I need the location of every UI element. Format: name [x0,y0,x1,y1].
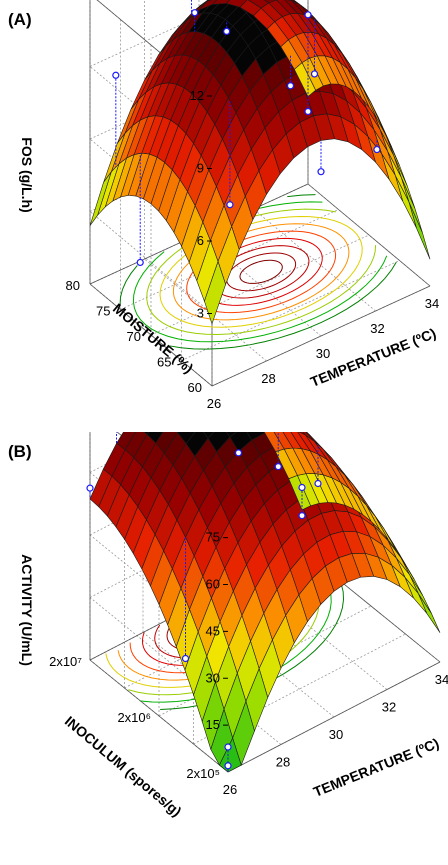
contour-line [239,259,283,284]
data-point [136,258,144,267]
box-edge [307,183,431,287]
x-tick-label: 26 [223,782,237,797]
response-surface [89,0,431,325]
contour-line [169,261,397,350]
x-tick-label: 34 [435,672,448,687]
data-point [112,71,120,79]
z-axis-title: FOS (g/L.h) [19,137,35,212]
surface-patch [417,593,441,633]
x-axis: 26 28 30 32 34 [223,672,448,797]
contour-line [172,223,350,321]
data-point [224,762,232,770]
grid-line [89,138,213,242]
box-edge [89,283,213,387]
z-tick-label: 15 [206,717,220,732]
x-axis-title: TEMPERATURE (ºC) [311,735,441,800]
y-tick-label: 2x10⁵ [186,766,220,781]
x-tick-label: 30 [329,727,343,742]
data-point [317,168,325,176]
data-point [310,70,319,78]
x-tick-label: 32 [382,700,396,715]
surface-patch [298,432,306,436]
data-point [304,107,312,116]
contour-line [287,194,316,198]
z-tick-label: 3 [197,306,204,321]
x-tick-label: 28 [276,755,290,770]
surface-patch [246,432,266,441]
data-point [234,449,243,457]
z-axis: 15 30 45 60 75 [206,530,228,732]
x-tick-label: 34 [425,296,439,311]
z-tick-label: 6 [197,233,204,248]
x-tick-label: 26 [207,396,221,411]
data-point [298,512,306,520]
surface-patch [305,432,310,435]
data-point [373,145,381,154]
data-points [86,432,322,772]
surface-patch [226,432,237,438]
surface-patch [203,432,215,439]
response-surface [89,432,441,773]
data-point [304,11,312,19]
data-point [298,483,306,492]
x-tick-label: 30 [316,346,330,361]
surface-plot-b: 15 30 45 60 75 26 28 30 32 34 2x10⁵ 2x10⁶ 2x10⁷ ACTIV… [19,432,448,820]
chart-panel-b: (B) 15 30 45 60 75 26 28 30 32 34 2x10⁵ 2x10⁶ 2x10⁷ A… [0,432,448,865]
grid-line [89,66,213,169]
z-tick-label: 75 [206,530,220,545]
y-axis: 2x10⁵ 2x10⁶ 2x10⁷ [49,654,220,781]
z-tick-label: 45 [206,623,220,638]
y-tick-label: 75 [96,304,110,319]
surface-patch [89,171,112,226]
z-axis: 3 6 9 12 [190,88,212,321]
data-point [226,201,234,209]
x-tick-label: 32 [370,321,384,336]
y-tick-label: 65 [157,355,171,370]
z-tick-label: 60 [206,577,220,592]
contour-line [140,569,332,703]
surface-patch [408,201,431,260]
y-axis-title: INOCULUM (spores/g) [62,713,185,820]
panel-label-a: (A) [8,10,32,29]
z-tick-label: 12 [190,88,204,103]
x-tick-label: 28 [261,371,275,386]
contour-line [132,251,388,343]
contour-line [159,215,363,328]
contour-line [119,265,138,305]
z-axis-title: ACTIVITY (U/mL) [19,554,35,666]
panel-label-b: (B) [8,442,32,461]
contour-line [186,230,337,314]
x-axis: 26 28 30 32 34 [207,296,439,411]
grid-line [144,258,267,362]
data-point [224,743,232,751]
y-tick-label: 80 [66,278,80,293]
surface-patch [89,468,113,508]
z-tick-label: 30 [206,670,220,685]
data-point [223,27,231,35]
z-tick-label: 9 [197,161,204,176]
data-point [86,484,94,492]
data-point [286,82,295,90]
y-axis-title: MOISTURE (%) [110,300,197,376]
surface-patch [263,432,285,452]
chart-panel-a: (A) 3 6 9 12 26 28 30 32 34 60 65 70 75 80 FOS (g/L.h)… [0,0,448,432]
data-points [112,0,381,267]
data-point [191,9,199,17]
contour-line [258,201,323,210]
y-tick-label: 2x10⁶ [117,710,151,725]
y-tick-label: 2x10⁷ [49,654,82,669]
y-tick-label: 60 [188,380,202,395]
data-point [314,479,322,488]
data-point [274,463,282,471]
y-tick-label: 70 [127,329,141,344]
box-edge [211,285,431,387]
data-point [181,654,190,663]
y-axis: 60 65 70 75 80 [66,278,202,395]
floor-contours [119,194,397,350]
contour-line [226,252,297,292]
grid-line [89,211,213,314]
box-edge [89,659,229,773]
box-edge [227,661,441,773]
